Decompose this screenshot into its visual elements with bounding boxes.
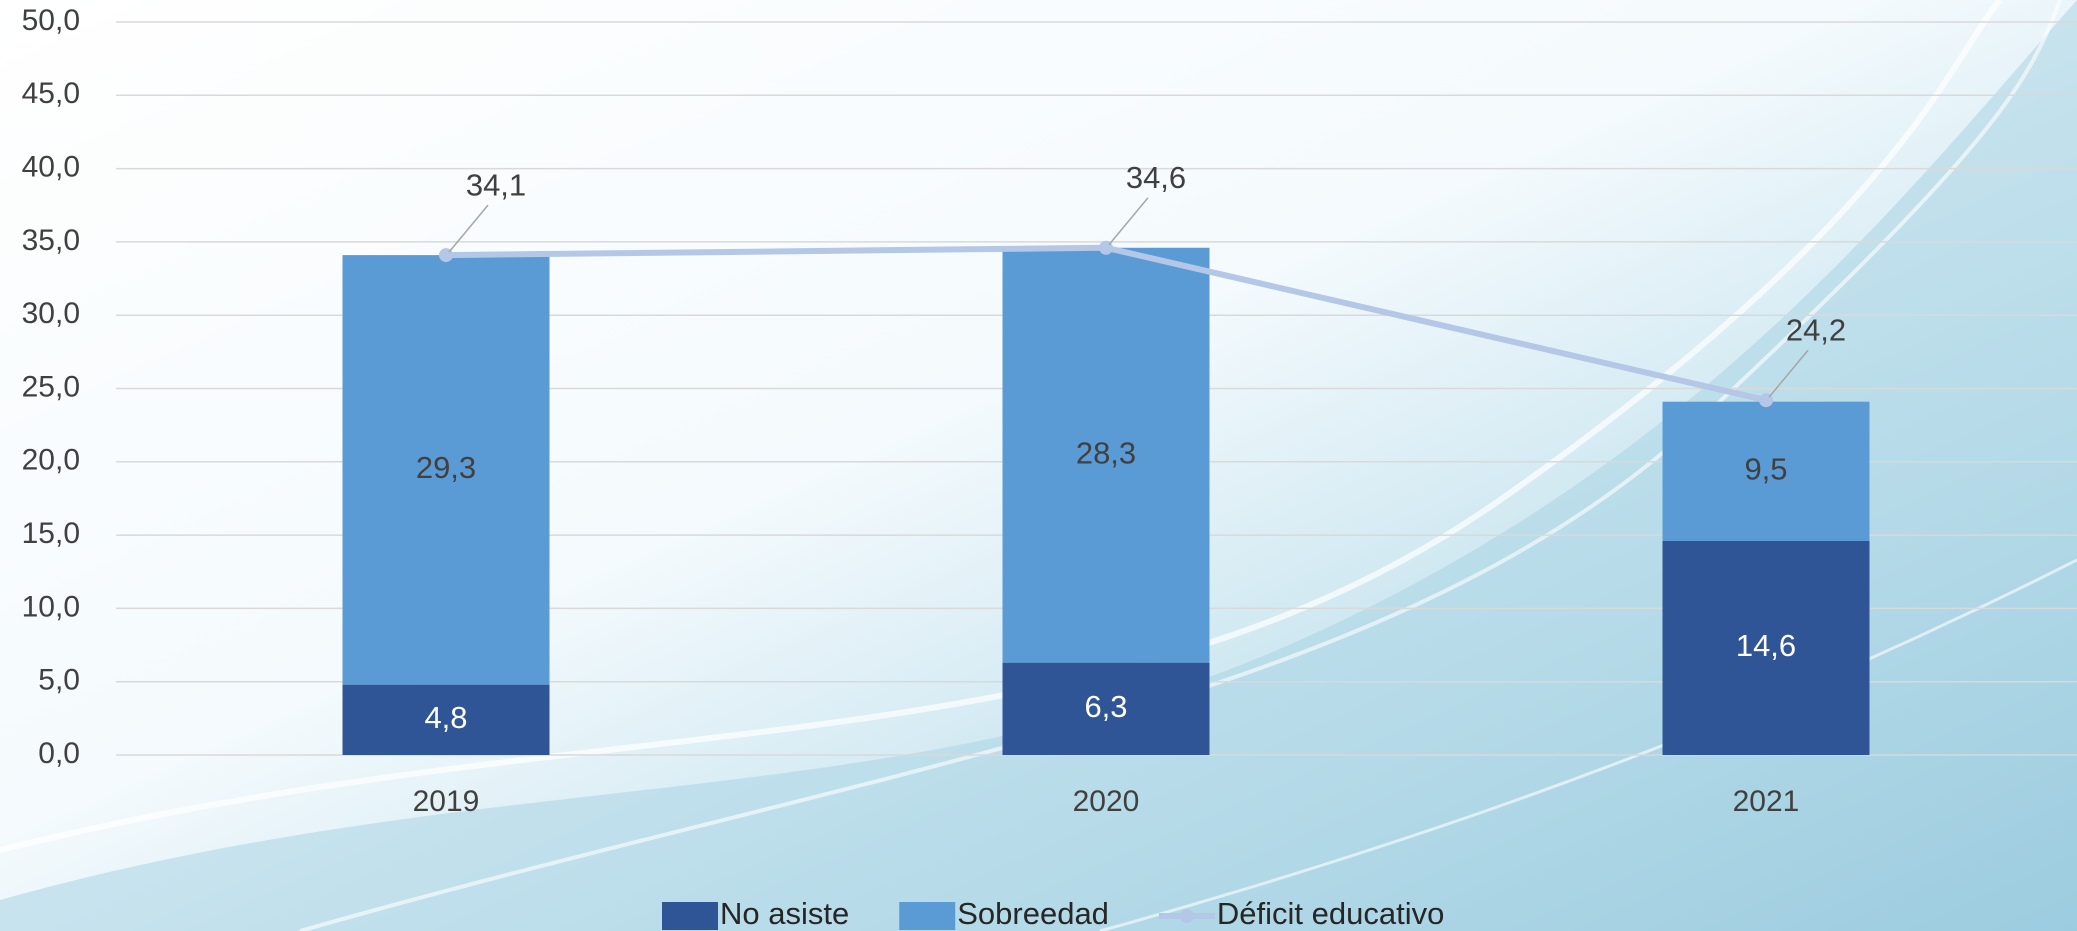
legend-label: Sobreedad bbox=[957, 896, 1109, 931]
data-label: 28,3 bbox=[1076, 435, 1136, 470]
swoosh-line bbox=[1099, 558, 2077, 931]
data-label: 4,8 bbox=[424, 700, 467, 735]
y-tick-label: 15,0 bbox=[22, 517, 80, 550]
y-tick-label: 40,0 bbox=[22, 151, 80, 184]
y-tick-label: 50,0 bbox=[22, 4, 80, 37]
bar bbox=[1662, 401, 1870, 541]
y-tick-label: 0,0 bbox=[38, 737, 80, 770]
data-label: 24,2 bbox=[1786, 312, 1846, 347]
y-tick-label: 20,0 bbox=[22, 444, 80, 477]
bar bbox=[342, 255, 550, 685]
bar bbox=[1662, 540, 1870, 755]
bar bbox=[1002, 247, 1210, 663]
swoosh-line bbox=[0, 0, 2000, 850]
data-label: 9,5 bbox=[1744, 452, 1787, 487]
bar bbox=[342, 684, 550, 755]
y-tick-label: 10,0 bbox=[22, 590, 80, 623]
data-label: 14,6 bbox=[1736, 628, 1796, 663]
legend-label: No asiste bbox=[720, 896, 849, 931]
leader-line bbox=[1108, 197, 1149, 246]
x-tick-label: 2019 bbox=[413, 785, 480, 818]
y-tick-label: 35,0 bbox=[22, 224, 80, 257]
legend-label: Déficit educativo bbox=[1217, 896, 1444, 931]
x-tick-label: 2021 bbox=[1733, 785, 1800, 818]
plot: 4,8 6,3 14,6 29,3 28,3 9,5 34,1 34,6 24,2 bbox=[342, 160, 1870, 755]
legend-swatch bbox=[899, 902, 956, 930]
data-label: 29,3 bbox=[416, 450, 476, 485]
x-tick-label: 2020 bbox=[1073, 785, 1140, 818]
legend-swatch bbox=[662, 902, 718, 930]
leader-line bbox=[1768, 349, 1809, 398]
y-tick-label: 45,0 bbox=[22, 77, 80, 110]
data-label: 34,1 bbox=[466, 167, 526, 202]
swoosh-line bbox=[299, 0, 2062, 931]
data-label: 6,3 bbox=[1084, 689, 1127, 724]
legend: No asiste Sobreedad Déficit educativo bbox=[662, 896, 1444, 931]
y-tick-label: 25,0 bbox=[22, 370, 80, 403]
y-tick-label: 30,0 bbox=[22, 297, 80, 330]
bar bbox=[1002, 662, 1210, 755]
y-tick-label: 5,0 bbox=[38, 664, 80, 697]
legend-swatch bbox=[1179, 909, 1194, 923]
data-label: 34,6 bbox=[1126, 160, 1186, 195]
leader-line bbox=[448, 204, 489, 253]
